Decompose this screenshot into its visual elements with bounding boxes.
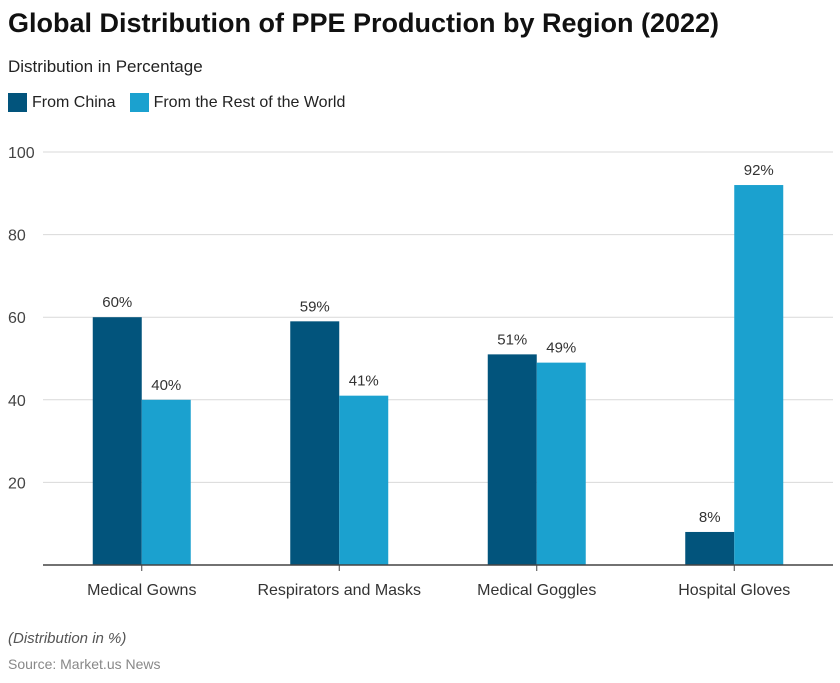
x-tick-label: Medical Gowns — [87, 582, 196, 599]
legend-swatch-rest-of-world — [129, 93, 149, 112]
chart-source: Source: Market.us News — [8, 656, 161, 672]
legend-item-rest-of-world: From the Rest of the World — [129, 93, 346, 112]
bar — [734, 185, 784, 566]
bar — [536, 362, 586, 565]
x-tick-label: Hospital Gloves — [678, 582, 790, 599]
y-tick-label: 40 — [8, 393, 26, 410]
data-label: 59% — [300, 298, 330, 315]
data-label: 92% — [744, 162, 774, 179]
y-tick-label: 20 — [8, 475, 26, 492]
data-label: 49% — [546, 340, 576, 357]
data-label: 51% — [497, 331, 527, 348]
x-tick-label: Medical Goggles — [477, 582, 596, 599]
bar — [141, 399, 191, 565]
data-label: 41% — [349, 373, 379, 390]
chart-title: Global Distribution of PPE Production by… — [8, 8, 720, 38]
bar — [92, 317, 142, 565]
y-tick-label: 80 — [8, 228, 26, 245]
data-label: 60% — [102, 294, 132, 311]
legend-label-china: From China — [32, 93, 116, 111]
legend-item-china: From China — [8, 93, 116, 112]
legend: From China From the Rest of the World — [8, 93, 345, 112]
chart-note: (Distribution in %) — [8, 630, 127, 647]
legend-swatch-china — [8, 93, 27, 112]
x-tick-label: Respirators and Masks — [257, 582, 421, 599]
bar — [487, 354, 537, 565]
bar — [290, 321, 340, 565]
bar — [339, 395, 389, 565]
data-label: 40% — [151, 377, 181, 394]
y-tick-label: 100 — [8, 145, 35, 162]
y-tick-label: 60 — [8, 310, 26, 327]
bar — [685, 531, 735, 565]
legend-label-rest-of-world: From the Rest of the World — [153, 93, 346, 111]
data-label: 8% — [699, 509, 721, 526]
chart-subtitle: Distribution in Percentage — [8, 57, 203, 76]
